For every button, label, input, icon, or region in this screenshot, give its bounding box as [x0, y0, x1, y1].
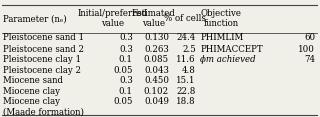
Text: 100: 100: [298, 45, 315, 53]
Text: Pleistocene clay 1: Pleistocene clay 1: [3, 55, 81, 64]
Text: 0.05: 0.05: [113, 97, 133, 106]
Text: 2.5: 2.5: [182, 45, 196, 53]
Text: Parameter (nₑ): Parameter (nₑ): [3, 14, 67, 23]
Text: Initial/preferred
value: Initial/preferred value: [78, 9, 148, 28]
Text: 22.8: 22.8: [176, 87, 196, 96]
Text: (Maade formation): (Maade formation): [3, 108, 84, 117]
Text: Objective
function: Objective function: [200, 9, 241, 28]
Text: 0.085: 0.085: [144, 55, 169, 64]
Text: 60: 60: [304, 33, 315, 42]
Text: 18.8: 18.8: [176, 97, 196, 106]
Text: Pleistocene clay 2: Pleistocene clay 2: [3, 66, 81, 75]
Text: 0.263: 0.263: [144, 45, 169, 53]
Text: 4.8: 4.8: [182, 66, 196, 75]
Text: 0.049: 0.049: [144, 97, 169, 106]
Text: Estimated
value: Estimated value: [131, 9, 175, 28]
Text: 0.1: 0.1: [119, 87, 133, 96]
Text: 74: 74: [304, 55, 315, 64]
Text: 0.3: 0.3: [119, 76, 133, 85]
Text: 0.450: 0.450: [144, 76, 169, 85]
Text: PHIMLIM: PHIMLIM: [200, 33, 244, 42]
Text: ϕm achieved: ϕm achieved: [200, 55, 256, 64]
Text: Miocene clay: Miocene clay: [3, 97, 60, 106]
Text: Pleistocene sand 1: Pleistocene sand 1: [3, 33, 84, 42]
Text: 0.102: 0.102: [144, 87, 169, 96]
Text: 0.3: 0.3: [119, 33, 133, 42]
Text: 15.1: 15.1: [176, 76, 196, 85]
Text: 24.4: 24.4: [177, 33, 196, 42]
Text: 0.1: 0.1: [119, 55, 133, 64]
Text: Miocene sand: Miocene sand: [3, 76, 63, 85]
Text: Miocene clay: Miocene clay: [3, 87, 60, 96]
Text: 11.6: 11.6: [176, 55, 196, 64]
Text: 0.3: 0.3: [119, 45, 133, 53]
Text: 0.05: 0.05: [113, 66, 133, 75]
Text: 0.043: 0.043: [144, 66, 169, 75]
Text: PHIMACCEPT: PHIMACCEPT: [200, 45, 263, 53]
Text: 0.130: 0.130: [144, 33, 169, 42]
Text: % of cells: % of cells: [164, 14, 206, 23]
Text: Pleistocene sand 2: Pleistocene sand 2: [3, 45, 84, 53]
